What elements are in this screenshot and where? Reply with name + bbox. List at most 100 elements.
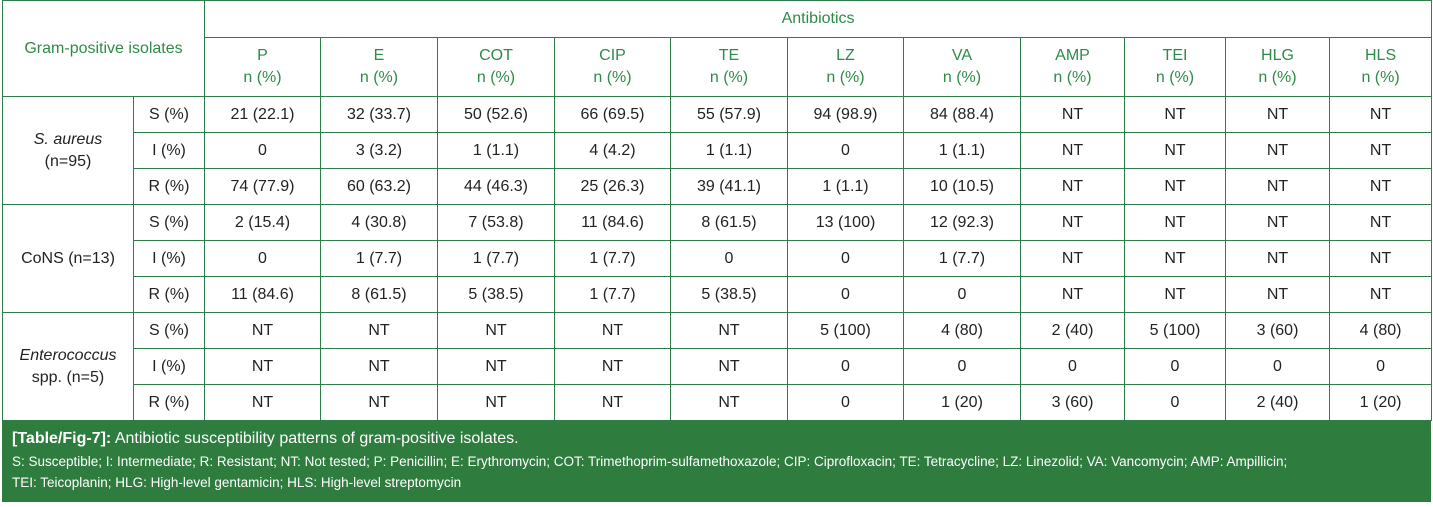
value-cell: 4 (4.2) [554,132,671,169]
column-header: LZ n (%) [787,37,904,97]
table-row: CoNS (n=13) S (%) 2 (15.4) 4 (30.8) 7 (53.8)… [2,204,1433,313]
value-cell: NT [554,384,671,421]
result-category-cell: S (%) [133,204,205,241]
value-cell: NT [1225,204,1330,241]
value-cell: NT [437,384,555,421]
value-cell: 1 (7.7) [320,240,438,277]
value-cell: 7 (53.8) [437,204,555,241]
column-header-abbr: LZ [836,47,855,64]
value-cell: 1 (20) [1328,384,1433,421]
column-header-unit: n (%) [476,69,516,86]
value-cell: NT [320,312,438,349]
column-header: VA n (%) [903,37,1021,97]
value-cell: NT [320,384,438,421]
isolate-count: spp. (n=5) [31,368,105,386]
result-category-cell: S (%) [133,96,205,133]
group-header-label: Gram-positive isolates [24,39,183,57]
column-header: CIP n (%) [554,37,671,97]
value-cell: NT [1328,204,1433,241]
value-cell: 0 [204,132,321,169]
table-row: R (%) NT NT NT NT NT 0 1 (20) 3 (60) 0 2 (40) 1 (20… [3,384,1433,421]
value-cell: 2 (40) [1225,384,1330,421]
value-cell: NT [670,348,788,385]
value-cell: NT [1020,204,1125,241]
caption-legend-line-2: TEI: Teicoplanin; HLG: High-level gentam… [12,475,462,490]
result-category-cell: R (%) [133,384,205,421]
result-category-cell: I (%) [133,240,205,277]
value-cell: 0 [903,276,1021,313]
column-header: TEI n (%) [1124,37,1226,97]
value-cell: 60 (63.2) [320,168,438,205]
table-body: S. aureus (n=95) S (%) 21 (22.1) 32 (33.7) 50… [2,96,1433,421]
value-cell: 1 (1.1) [787,168,904,205]
value-cell: NT [1328,132,1433,169]
value-cell: 5 (38.5) [437,276,555,313]
column-header-unit: n (%) [359,69,399,86]
table-row: I (%) 0 1 (7.7) 1 (7.7) 1 (7.7) 0 0 1 (7.7) NT NT… [3,240,1433,277]
value-cell: 5 (100) [787,312,904,349]
column-header-abbr: HLG [1261,47,1294,64]
value-cell: NT [1020,132,1125,169]
table-row: Enterococcus spp. (n=5) S (%) NT NT NT NT NT 5 (… [2,312,1433,421]
value-cell: 10 (10.5) [903,168,1021,205]
value-cell: 74 (77.9) [204,168,321,205]
column-header-abbr: E [373,47,385,64]
value-cell: NT [670,384,788,421]
value-cell: 2 (15.4) [204,204,321,241]
value-cell: NT [204,384,321,421]
value-cell: NT [1225,240,1330,277]
value-cell: 94 (98.9) [787,96,904,133]
value-cell: NT [204,312,321,349]
caption-ref: [Table/Fig-7]: [12,430,112,447]
value-cell: 0 [1328,348,1433,385]
value-cell: 32 (33.7) [320,96,438,133]
value-cell: 4 (30.8) [320,204,438,241]
value-cell: NT [1328,168,1433,205]
value-cell: 1 (7.7) [554,240,671,277]
value-cell: 1 (1.1) [437,132,555,169]
value-cell: NT [1328,276,1433,313]
value-cell: 0 [787,240,904,277]
value-cell: NT [320,348,438,385]
value-cell: NT [1124,132,1226,169]
column-header-abbr: VA [951,47,973,64]
value-cell: NT [554,348,671,385]
value-cell: NT [1124,168,1226,205]
column-header-abbr: CIP [599,47,626,64]
result-category-cell: I (%) [133,348,205,385]
value-cell: 1 (1.1) [903,132,1021,169]
column-header-abbr: P [257,47,268,64]
value-cell: 8 (61.5) [320,276,438,313]
table-row: I (%) 0 3 (3.2) 1 (1.1) 4 (4.2) 1 (1.1) 0 1 (1.… [3,132,1433,169]
column-header-unit: n (%) [1053,69,1092,86]
value-cell: 1 (7.7) [903,240,1021,277]
isolate-count: (n=95) [44,152,92,170]
column-header-abbr: TEI [1162,47,1188,64]
isolate-cell: S. aureus (n=95) [2,96,134,205]
value-cell: 5 (100) [1124,312,1226,349]
value-cell: NT [554,312,671,349]
value-cell: 1 (7.7) [554,276,671,313]
caption-title: Antibiotic susceptibility patterns of gr… [114,430,519,447]
isolate-name: CoNS (n=13) [21,249,115,267]
value-cell: NT [437,312,555,349]
antibiotics-header: Antibiotics [203,0,1433,38]
value-cell: NT [1124,204,1226,241]
value-cell: NT [1020,168,1125,205]
isolate-name: S. aureus [33,130,103,148]
caption-title-line: [Table/Fig-7]: Antibiotic susceptibility… [12,427,1423,451]
column-header-abbr: COT [479,47,513,64]
value-cell: NT [1124,240,1226,277]
isolate-name: Enterococcus [19,346,117,364]
value-cell: 21 (22.1) [204,96,321,133]
value-cell: NT [1020,276,1125,313]
value-cell: 11 (84.6) [554,204,671,241]
value-cell: 8 (61.5) [670,204,788,241]
value-cell: 44 (46.3) [437,168,555,205]
value-cell: 4 (80) [903,312,1021,349]
value-cell: NT [1225,96,1330,133]
column-header-unit: n (%) [1258,69,1297,86]
value-cell: 13 (100) [787,204,904,241]
value-cell: 0 [1124,348,1226,385]
